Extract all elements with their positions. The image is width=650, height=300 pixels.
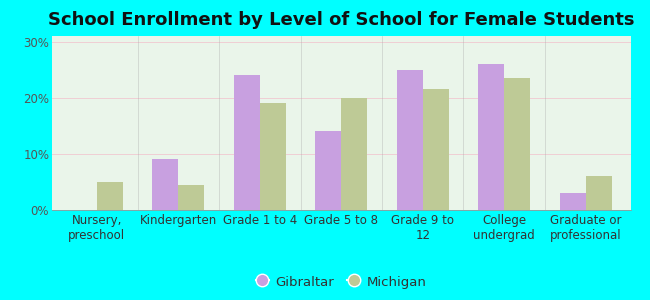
Bar: [341, 98, 367, 210]
Bar: [478, 64, 504, 210]
Bar: [396, 70, 422, 210]
Bar: [178, 185, 204, 210]
Bar: [234, 75, 260, 210]
Bar: [152, 160, 178, 210]
Bar: [260, 103, 286, 210]
Bar: [504, 78, 530, 210]
Bar: [97, 182, 123, 210]
Bar: [315, 131, 341, 210]
Bar: [422, 89, 448, 210]
Legend: Gibraltar, Michigan: Gibraltar, Michigan: [250, 270, 432, 294]
Bar: [560, 193, 586, 210]
Title: School Enrollment by Level of School for Female Students: School Enrollment by Level of School for…: [48, 11, 634, 29]
Bar: [586, 176, 612, 210]
